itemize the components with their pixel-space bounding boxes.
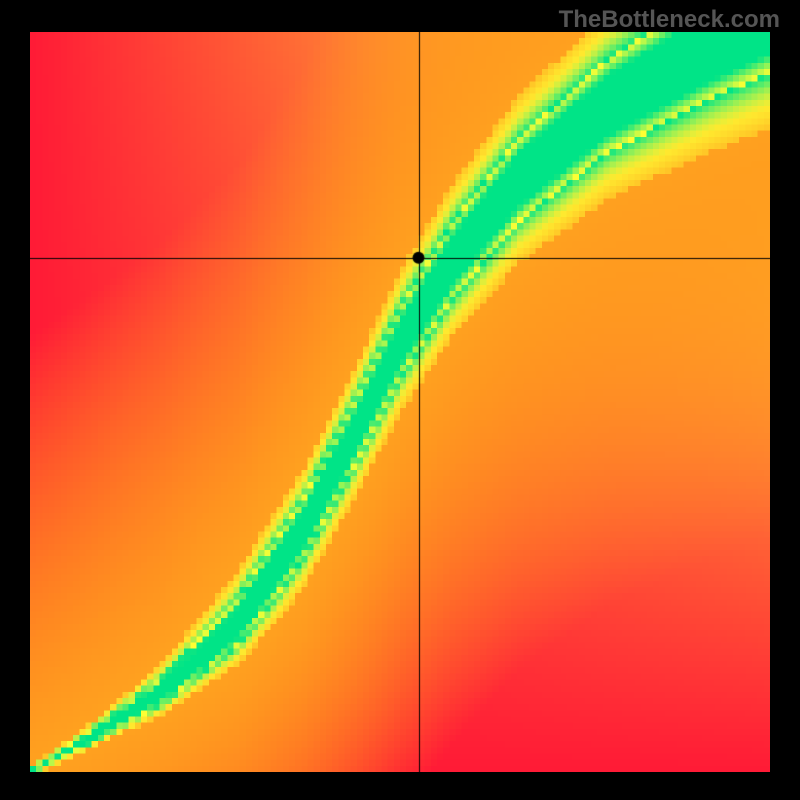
chart-container: TheBottleneck.com xyxy=(0,0,800,800)
watermark-text: TheBottleneck.com xyxy=(559,6,780,34)
bottleneck-heatmap xyxy=(30,32,770,772)
